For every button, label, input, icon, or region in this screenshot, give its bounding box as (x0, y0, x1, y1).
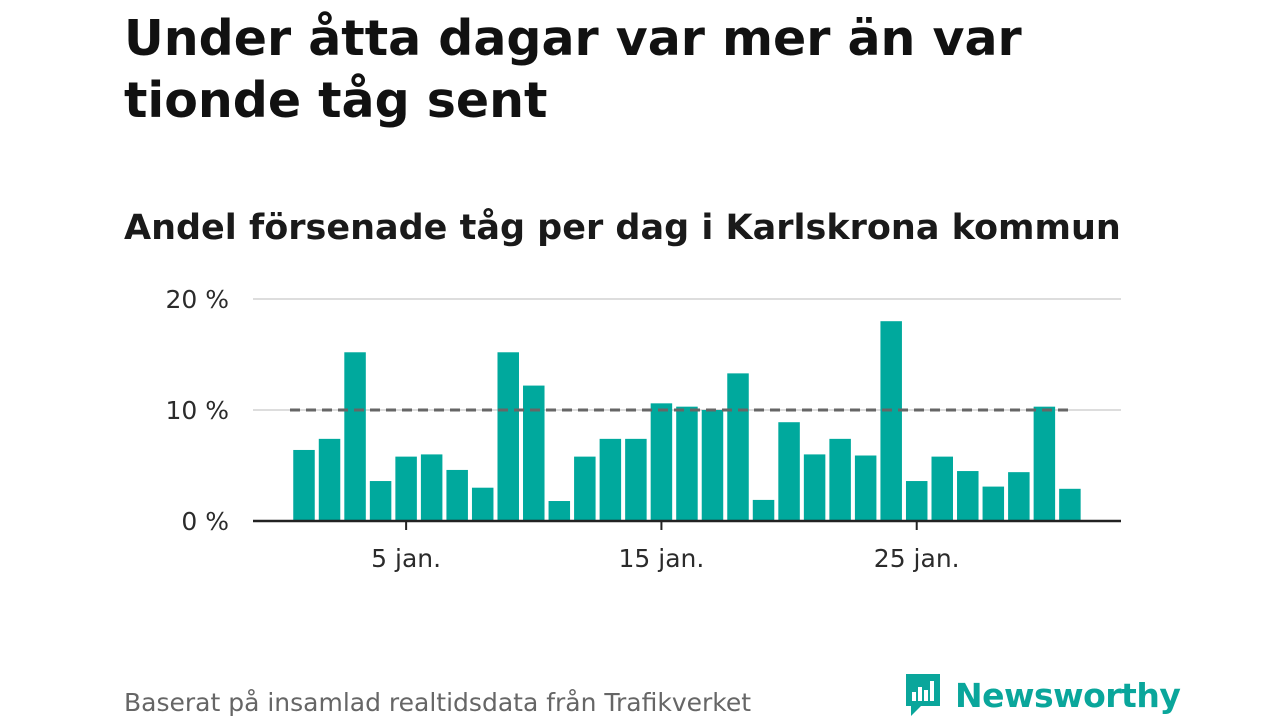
bar (803, 454, 826, 521)
bar (1059, 488, 1081, 521)
bar (829, 438, 851, 521)
x-tick-label: 15 jan. (619, 544, 705, 573)
bar (957, 471, 979, 521)
bar (854, 455, 877, 521)
bar (905, 481, 928, 521)
y-tick-label: 10 % (165, 396, 229, 425)
x-tick-label: 25 jan. (874, 544, 960, 573)
bar (471, 487, 494, 521)
bar (446, 469, 468, 521)
bar (344, 352, 366, 521)
x-tick-label: 5 jan. (371, 544, 441, 573)
bar (778, 422, 800, 521)
y-tick-label: 20 % (165, 285, 229, 314)
bar (931, 456, 953, 521)
bar (318, 438, 341, 521)
bar (727, 373, 749, 521)
bar (420, 454, 443, 521)
bar (497, 352, 519, 521)
bar (880, 321, 902, 521)
bar (293, 449, 315, 521)
bar (625, 438, 647, 521)
bar (676, 406, 698, 521)
bar (752, 499, 775, 521)
chart-subtitle: Andel försenade tåg per dag i Karlskrona… (124, 208, 1121, 248)
source-note: Baserat på insamlad realtidsdata från Tr… (124, 688, 752, 717)
bar (599, 438, 622, 521)
brand-logo: Newsworthy (903, 672, 1181, 718)
bar (982, 486, 1005, 521)
bar (395, 456, 417, 521)
bar (369, 481, 392, 521)
bars (293, 321, 1081, 521)
bar (1033, 406, 1056, 521)
brand-name: Newsworthy (955, 675, 1181, 715)
bar (574, 456, 596, 521)
bar (650, 403, 673, 521)
x-axis-ticks: 5 jan. 15 jan. 25 jan. (371, 521, 960, 573)
bar (523, 385, 545, 521)
bar (701, 410, 724, 521)
chart-title: Under åtta dagar var mer än var tionde t… (124, 10, 1022, 129)
newsworthy-logo-icon (906, 674, 940, 716)
gridlines (253, 298, 1121, 411)
y-axis-ticks: 0 % 10 % 20 % (165, 285, 229, 536)
bar (548, 501, 571, 521)
y-tick-label: 0 % (181, 507, 229, 536)
bar (1008, 472, 1030, 521)
